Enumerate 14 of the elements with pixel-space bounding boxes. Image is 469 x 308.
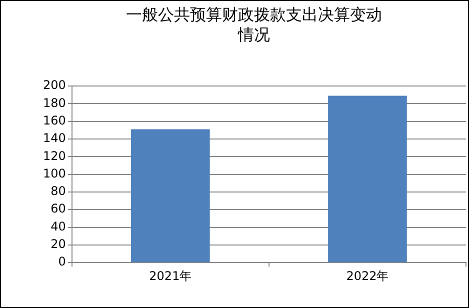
chart-title: 一般公共预算财政拨款支出决算变动情况 xyxy=(125,5,383,45)
y-tick-label: 140 xyxy=(43,131,66,146)
y-tick-label: 100 xyxy=(43,166,66,180)
y-tick-label: 20 xyxy=(50,237,66,252)
y-tick-label: 80 xyxy=(50,184,66,198)
y-tick-label: 60 xyxy=(50,202,66,216)
y-tick-label: 160 xyxy=(43,113,66,128)
y-tick-label: 180 xyxy=(43,96,66,110)
y-tick-label: 40 xyxy=(50,219,66,234)
y-tick-label: 120 xyxy=(43,148,66,163)
y-tick-label: 200 xyxy=(43,78,66,92)
y-tick-label: 0 xyxy=(58,254,66,269)
x-tick-label: 2022年 xyxy=(346,268,389,283)
x-tick-label: 2021年 xyxy=(149,268,192,283)
